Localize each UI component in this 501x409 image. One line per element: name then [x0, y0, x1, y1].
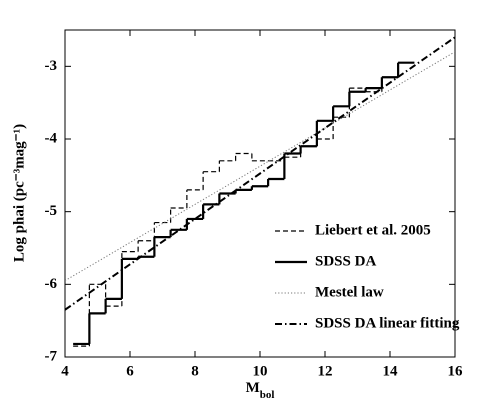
x-tick-label: 12 [318, 363, 333, 379]
x-tick-label: 4 [61, 363, 69, 379]
x-tick-label: 16 [448, 363, 464, 379]
x-label-main: M [246, 380, 260, 396]
y-axis-label: Log phai (pc⁻³mag⁻¹) [11, 124, 27, 262]
x-tick-label: 6 [126, 363, 134, 379]
x-tick-label: 8 [191, 363, 199, 379]
line [65, 36, 455, 311]
legend-label: Liebert et al. 2005 [315, 222, 431, 238]
legend-label: SDSS DA [315, 253, 376, 269]
y-tick-label: -7 [45, 348, 58, 364]
y-tick-label: -5 [45, 203, 58, 219]
legend-label: Mestel law [315, 284, 384, 300]
x-axis-label: Mbol [246, 380, 275, 400]
legend-label: SDSS DA linear fitting [315, 315, 460, 331]
y-tick-label: -4 [45, 130, 58, 146]
x-tick-label: 10 [253, 363, 268, 379]
x-tick-label: 14 [383, 363, 399, 379]
x-label-sub: bol [260, 389, 275, 401]
y-tick-label: -3 [45, 58, 58, 74]
y-tick-label: -6 [45, 276, 58, 292]
